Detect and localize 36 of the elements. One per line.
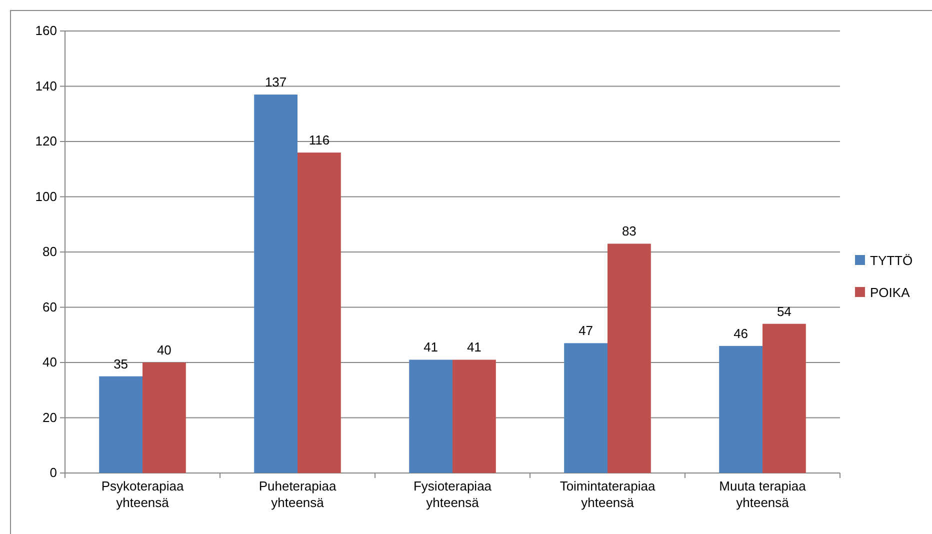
x-tick-label: Toimintaterapiaa yhteensä bbox=[560, 478, 656, 510]
data-label: 54 bbox=[776, 304, 792, 319]
y-tick-label: 140 bbox=[35, 78, 57, 94]
bar bbox=[564, 343, 608, 473]
y-tick-label: 0 bbox=[50, 465, 57, 480]
data-label: 46 bbox=[734, 326, 748, 341]
bar bbox=[142, 362, 186, 473]
data-label: 41 bbox=[466, 340, 482, 355]
bar bbox=[254, 94, 298, 473]
data-label: 40 bbox=[156, 342, 172, 358]
data-label: 116 bbox=[308, 132, 330, 148]
y-tick-label: 40 bbox=[42, 354, 57, 370]
bar bbox=[298, 152, 341, 473]
x-tick-label: Puheterapiaa yhteensä bbox=[258, 478, 337, 510]
x-tick-label: Psykoterapiaa yhteensä bbox=[101, 478, 184, 510]
data-label: 35 bbox=[114, 356, 128, 372]
data-label: 47 bbox=[578, 323, 594, 338]
bar bbox=[409, 360, 452, 473]
bar bbox=[99, 376, 142, 473]
y-tick-label: 60 bbox=[42, 299, 57, 314]
legend-label: POIKA bbox=[870, 285, 910, 300]
x-tick-label: Fysioterapiaa yhteensä bbox=[413, 478, 492, 510]
bar bbox=[719, 346, 762, 473]
bar bbox=[608, 244, 651, 473]
y-tick-label: 160 bbox=[35, 23, 57, 38]
legend-label: TYTTÖ bbox=[870, 253, 913, 268]
bar bbox=[762, 324, 806, 473]
bar bbox=[452, 360, 496, 473]
data-label: 137 bbox=[264, 74, 287, 90]
y-tick-label: 100 bbox=[35, 188, 57, 204]
data-label: 41 bbox=[424, 340, 438, 355]
x-tick-label: Muuta terapiaa yhteensä bbox=[719, 478, 807, 510]
y-tick-label: 80 bbox=[42, 244, 57, 260]
y-tick-label: 120 bbox=[35, 134, 57, 149]
y-tick-label: 20 bbox=[42, 410, 57, 425]
data-label: 83 bbox=[622, 224, 636, 239]
